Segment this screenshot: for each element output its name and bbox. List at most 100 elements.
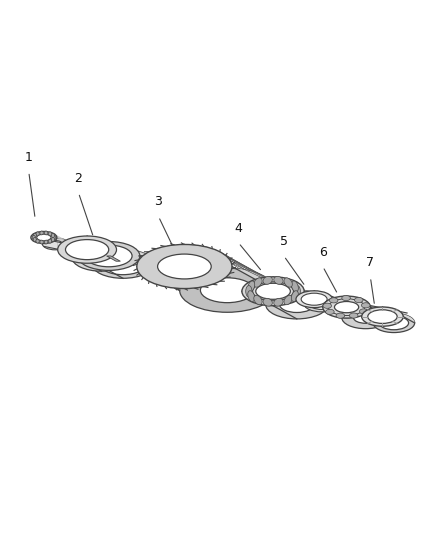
Text: 3: 3 xyxy=(155,196,162,208)
Polygon shape xyxy=(51,232,64,239)
Ellipse shape xyxy=(362,307,403,326)
Polygon shape xyxy=(45,231,57,238)
Ellipse shape xyxy=(180,268,275,312)
Ellipse shape xyxy=(361,303,370,308)
Ellipse shape xyxy=(32,236,35,240)
Ellipse shape xyxy=(254,278,262,287)
Polygon shape xyxy=(33,234,45,241)
Ellipse shape xyxy=(40,240,43,244)
Ellipse shape xyxy=(49,232,52,236)
Ellipse shape xyxy=(42,238,68,250)
Polygon shape xyxy=(37,232,49,239)
Ellipse shape xyxy=(80,247,123,268)
Polygon shape xyxy=(106,256,120,261)
Ellipse shape xyxy=(284,278,292,287)
Ellipse shape xyxy=(350,313,358,318)
Polygon shape xyxy=(50,232,63,239)
Polygon shape xyxy=(47,232,60,238)
Ellipse shape xyxy=(379,316,409,330)
Ellipse shape xyxy=(248,290,255,302)
Polygon shape xyxy=(31,236,42,243)
Polygon shape xyxy=(57,237,68,244)
Polygon shape xyxy=(78,241,154,264)
Ellipse shape xyxy=(274,277,283,284)
Polygon shape xyxy=(323,296,389,318)
Ellipse shape xyxy=(51,237,54,241)
Ellipse shape xyxy=(48,240,62,247)
Ellipse shape xyxy=(44,240,48,244)
Ellipse shape xyxy=(353,312,378,324)
Polygon shape xyxy=(35,233,47,240)
Ellipse shape xyxy=(201,278,254,303)
Ellipse shape xyxy=(291,290,298,302)
Ellipse shape xyxy=(373,313,415,333)
Polygon shape xyxy=(54,234,67,241)
Ellipse shape xyxy=(368,310,397,324)
Polygon shape xyxy=(242,277,328,304)
Polygon shape xyxy=(39,232,52,238)
Ellipse shape xyxy=(323,296,371,318)
Ellipse shape xyxy=(284,295,292,305)
Polygon shape xyxy=(44,239,407,320)
Polygon shape xyxy=(40,231,53,238)
Ellipse shape xyxy=(335,302,359,313)
Polygon shape xyxy=(362,307,415,323)
Ellipse shape xyxy=(325,309,334,314)
Ellipse shape xyxy=(31,231,57,244)
Text: 5: 5 xyxy=(280,235,288,248)
Ellipse shape xyxy=(40,231,43,235)
Ellipse shape xyxy=(266,290,328,319)
Polygon shape xyxy=(55,235,67,241)
Polygon shape xyxy=(32,235,43,242)
Ellipse shape xyxy=(263,277,272,284)
Ellipse shape xyxy=(256,283,290,300)
Ellipse shape xyxy=(301,293,327,305)
Ellipse shape xyxy=(37,234,51,241)
Polygon shape xyxy=(43,231,56,238)
Ellipse shape xyxy=(137,245,232,288)
Polygon shape xyxy=(31,236,43,243)
Ellipse shape xyxy=(254,295,262,305)
Ellipse shape xyxy=(294,286,300,297)
Ellipse shape xyxy=(296,291,332,308)
Ellipse shape xyxy=(360,309,368,314)
Ellipse shape xyxy=(291,281,298,292)
Ellipse shape xyxy=(66,240,109,260)
Polygon shape xyxy=(32,235,44,241)
Ellipse shape xyxy=(342,295,350,301)
Polygon shape xyxy=(34,233,46,240)
Ellipse shape xyxy=(78,241,140,270)
Polygon shape xyxy=(137,245,275,290)
Ellipse shape xyxy=(33,237,36,241)
Text: 1: 1 xyxy=(25,151,33,164)
Polygon shape xyxy=(46,231,59,238)
Ellipse shape xyxy=(323,303,332,309)
Text: 2: 2 xyxy=(74,172,82,185)
Ellipse shape xyxy=(242,277,304,306)
Ellipse shape xyxy=(354,297,363,303)
Ellipse shape xyxy=(100,253,146,274)
Ellipse shape xyxy=(342,306,389,329)
Polygon shape xyxy=(42,231,55,238)
Ellipse shape xyxy=(279,296,314,312)
Ellipse shape xyxy=(92,249,154,278)
Polygon shape xyxy=(35,232,48,239)
Polygon shape xyxy=(57,236,68,243)
Polygon shape xyxy=(38,232,50,238)
Text: 6: 6 xyxy=(319,246,327,259)
Ellipse shape xyxy=(72,244,131,271)
Ellipse shape xyxy=(336,313,345,318)
Ellipse shape xyxy=(33,233,36,238)
Ellipse shape xyxy=(248,281,255,292)
Polygon shape xyxy=(49,232,61,238)
Ellipse shape xyxy=(53,236,56,240)
Polygon shape xyxy=(58,236,131,257)
Text: 4: 4 xyxy=(234,222,242,235)
Ellipse shape xyxy=(309,297,335,310)
Ellipse shape xyxy=(44,231,48,235)
Ellipse shape xyxy=(274,298,283,306)
Ellipse shape xyxy=(263,298,272,306)
Ellipse shape xyxy=(304,295,340,312)
Ellipse shape xyxy=(329,298,338,303)
Ellipse shape xyxy=(36,232,39,236)
